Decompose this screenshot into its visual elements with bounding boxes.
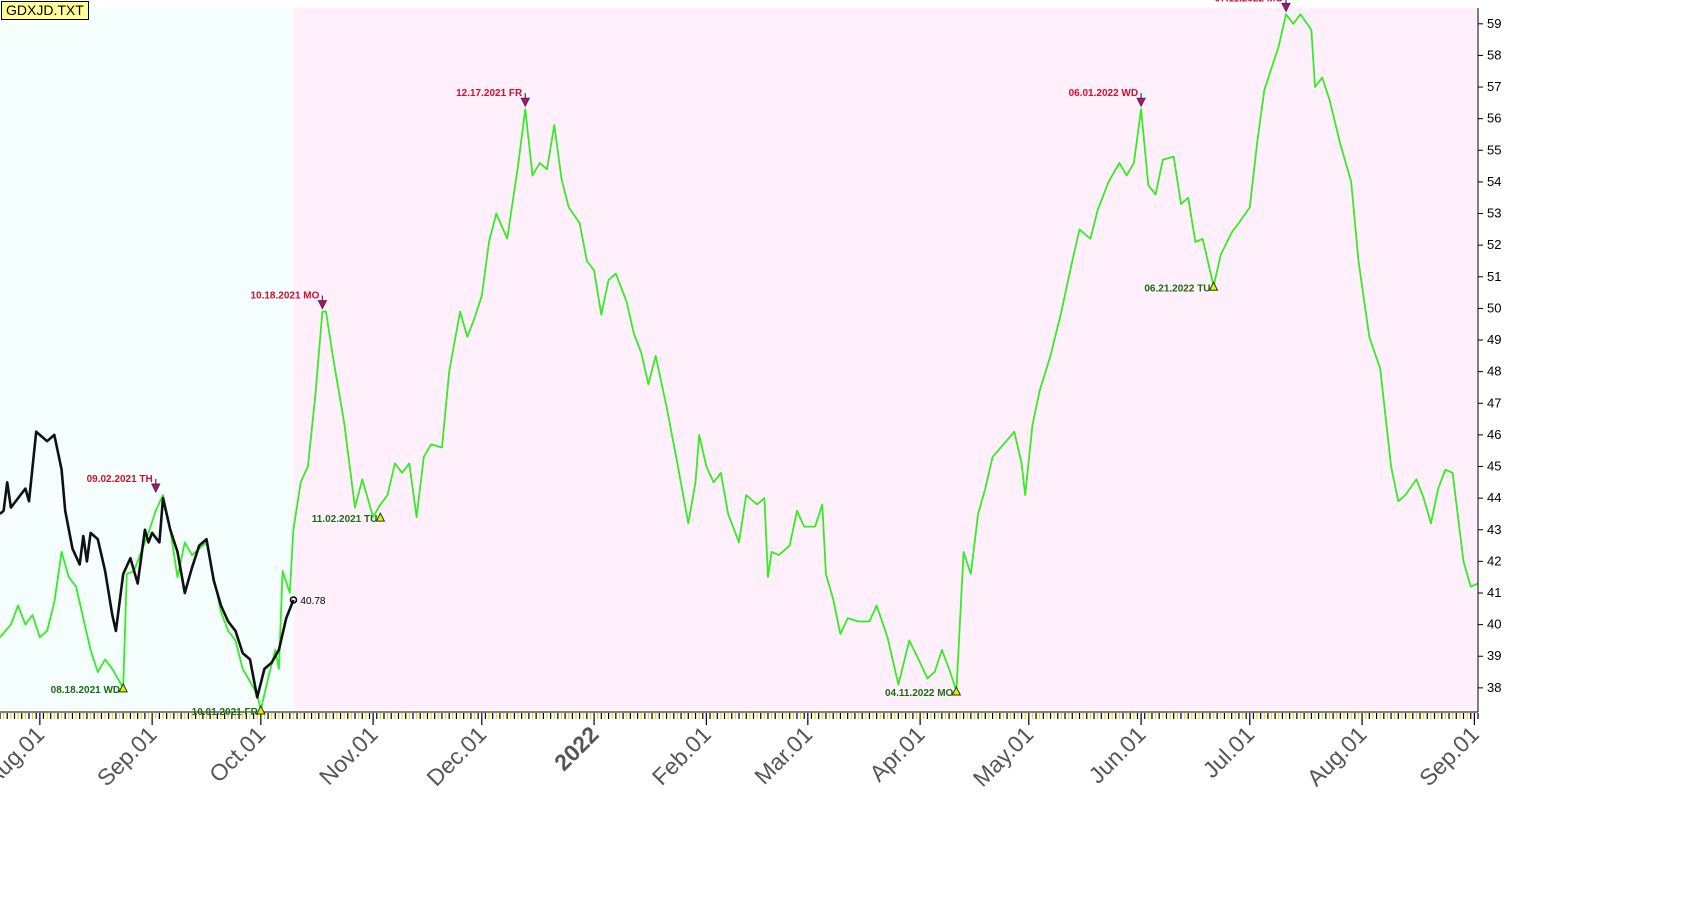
- last-value-label: 40.78: [300, 596, 325, 607]
- x-tick-label: Feb.01: [647, 721, 716, 790]
- x-axis-labels: Aug.01 Sep.01 Oct.01 Nov.01 Dec.01 2022 Feb.01…: [0, 721, 1484, 792]
- series-group: [0, 13, 1479, 711]
- y-tick-label: 42: [1487, 553, 1501, 568]
- y-tick-label: 39: [1487, 648, 1501, 663]
- y-tick-label: 43: [1487, 522, 1501, 537]
- swing-low-marker: [375, 511, 386, 522]
- swing-high-label: 09.02.2021 TH: [87, 474, 153, 485]
- y-axis: 38 39 40 41 42 43 44 45 46 47 48 49 50 51 52 53 54 55 56 57…: [1477, 8, 1501, 712]
- y-tick-label: 46: [1487, 427, 1501, 442]
- swing-low-marker: [256, 704, 266, 715]
- y-tick-label: 40: [1487, 617, 1501, 632]
- x-tick-label: Oct.01: [204, 721, 270, 787]
- y-tick-label: 45: [1487, 459, 1501, 474]
- y-tick-label: 41: [1487, 585, 1501, 600]
- swing-low-label: 08.18.2021 WD: [51, 685, 121, 696]
- price-series-line: [0, 430, 295, 699]
- projection-series-line: [0, 13, 1479, 711]
- swing-low-label: 11.02.2021 TU: [312, 514, 378, 525]
- last-value-marker: [289, 596, 298, 604]
- x-tick-label: Aug.01: [0, 721, 49, 791]
- y-tick-label: 51: [1487, 269, 1501, 284]
- annotations-group: 09.02.2021 TH 10.18.2021 MO 12.17.2021 FR 0…: [51, 0, 1291, 718]
- y-tick-label: 58: [1487, 47, 1501, 62]
- background-past-region: [0, 8, 294, 710]
- swing-low-marker: [1208, 281, 1219, 291]
- x-tick-label: Dec.01: [421, 721, 491, 791]
- x-axis-ticks: [0, 711, 1479, 725]
- background-future-region: [293, 8, 1478, 710]
- y-tick-label: 53: [1487, 206, 1501, 221]
- swing-low-label: 06.21.2022 TU: [1144, 283, 1210, 294]
- y-tick-label: 59: [1487, 16, 1501, 31]
- swing-high-label: 12.17.2021 FR: [456, 88, 523, 99]
- x-year-label: 2022: [549, 721, 604, 776]
- y-tick-label: 57: [1487, 79, 1501, 94]
- y-tick-label: 52: [1487, 237, 1501, 252]
- swing-low-label: 10.01.2021 FR: [192, 707, 259, 718]
- y-tick-label: 56: [1487, 111, 1501, 126]
- x-tick-label: May.01: [968, 721, 1039, 792]
- swing-low-marker: [951, 685, 962, 696]
- y-tick-label: 55: [1487, 142, 1501, 157]
- y-tick-label: 50: [1487, 300, 1501, 315]
- swing-high-label: 07.11.2022 MO: [1215, 0, 1284, 4]
- y-tick-label: 47: [1487, 395, 1501, 410]
- y-tick-label: 44: [1487, 490, 1501, 505]
- x-tick-label: Apr.01: [864, 721, 929, 786]
- swing-high-label: 06.01.2022 WD: [1069, 88, 1139, 99]
- x-tick-label: Mar.01: [749, 721, 817, 789]
- swing-high-label: 10.18.2021 MO: [250, 291, 319, 302]
- x-tick-label: Jul.01: [1198, 721, 1260, 783]
- y-tick-label: 49: [1487, 332, 1501, 347]
- swing-low-marker: [118, 682, 128, 693]
- x-tick-label: Sep.01: [92, 721, 162, 791]
- y-tick-label: 54: [1487, 174, 1501, 189]
- x-tick-label: Sep.01: [1414, 721, 1484, 791]
- y-tick-label: 48: [1487, 364, 1501, 379]
- x-tick-label: Nov.01: [314, 721, 383, 790]
- y-tick-label: 38: [1487, 680, 1501, 695]
- x-tick-label: Jun.01: [1083, 721, 1150, 788]
- swing-low-label: 04.11.2022 MO: [885, 688, 954, 699]
- file-name-label: GDXJD.TXT: [1, 1, 89, 20]
- x-tick-label: Aug.01: [1302, 721, 1372, 791]
